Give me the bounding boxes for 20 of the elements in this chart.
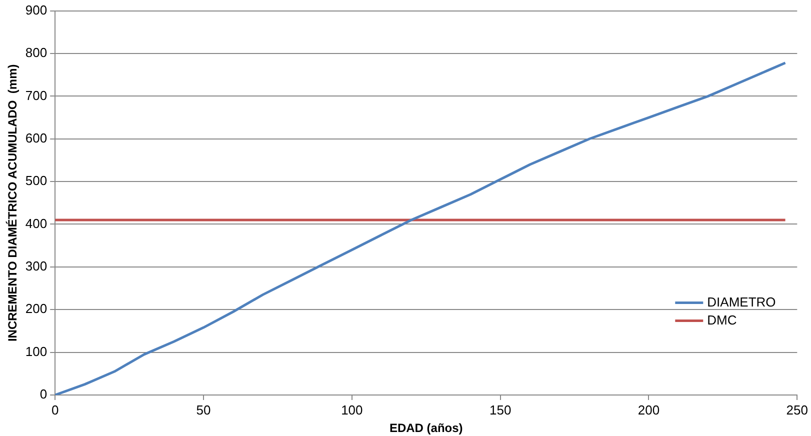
y-tick-label: 0 xyxy=(40,386,48,402)
y-tick-label: 700 xyxy=(25,88,48,103)
y-tick-label: 400 xyxy=(25,216,48,231)
x-tick-label: 0 xyxy=(51,402,59,418)
x-tick-label: 100 xyxy=(341,402,363,418)
y-tick-label: 300 xyxy=(25,258,48,274)
x-axis-title: EDAD (años) xyxy=(389,421,463,436)
y-tick-label: 500 xyxy=(25,173,48,188)
y-tick-label: 900 xyxy=(25,2,48,18)
legend-label: DMC xyxy=(707,312,737,328)
legend-label: DIAMETRO xyxy=(707,294,776,310)
x-tick-label: 200 xyxy=(638,402,660,418)
y-tick-label: 100 xyxy=(25,344,48,359)
x-tick-label: 150 xyxy=(489,402,512,418)
y-axis-title: INCREMENTO DIAMÉTRICO ACUMULADO (mm) xyxy=(6,64,20,342)
y-tick-label: 200 xyxy=(25,301,48,316)
y-tick-label: 600 xyxy=(25,130,48,146)
y-tick-label: 800 xyxy=(25,45,48,60)
x-tick-label: 250 xyxy=(786,402,808,418)
x-tick-label: 50 xyxy=(196,402,211,418)
